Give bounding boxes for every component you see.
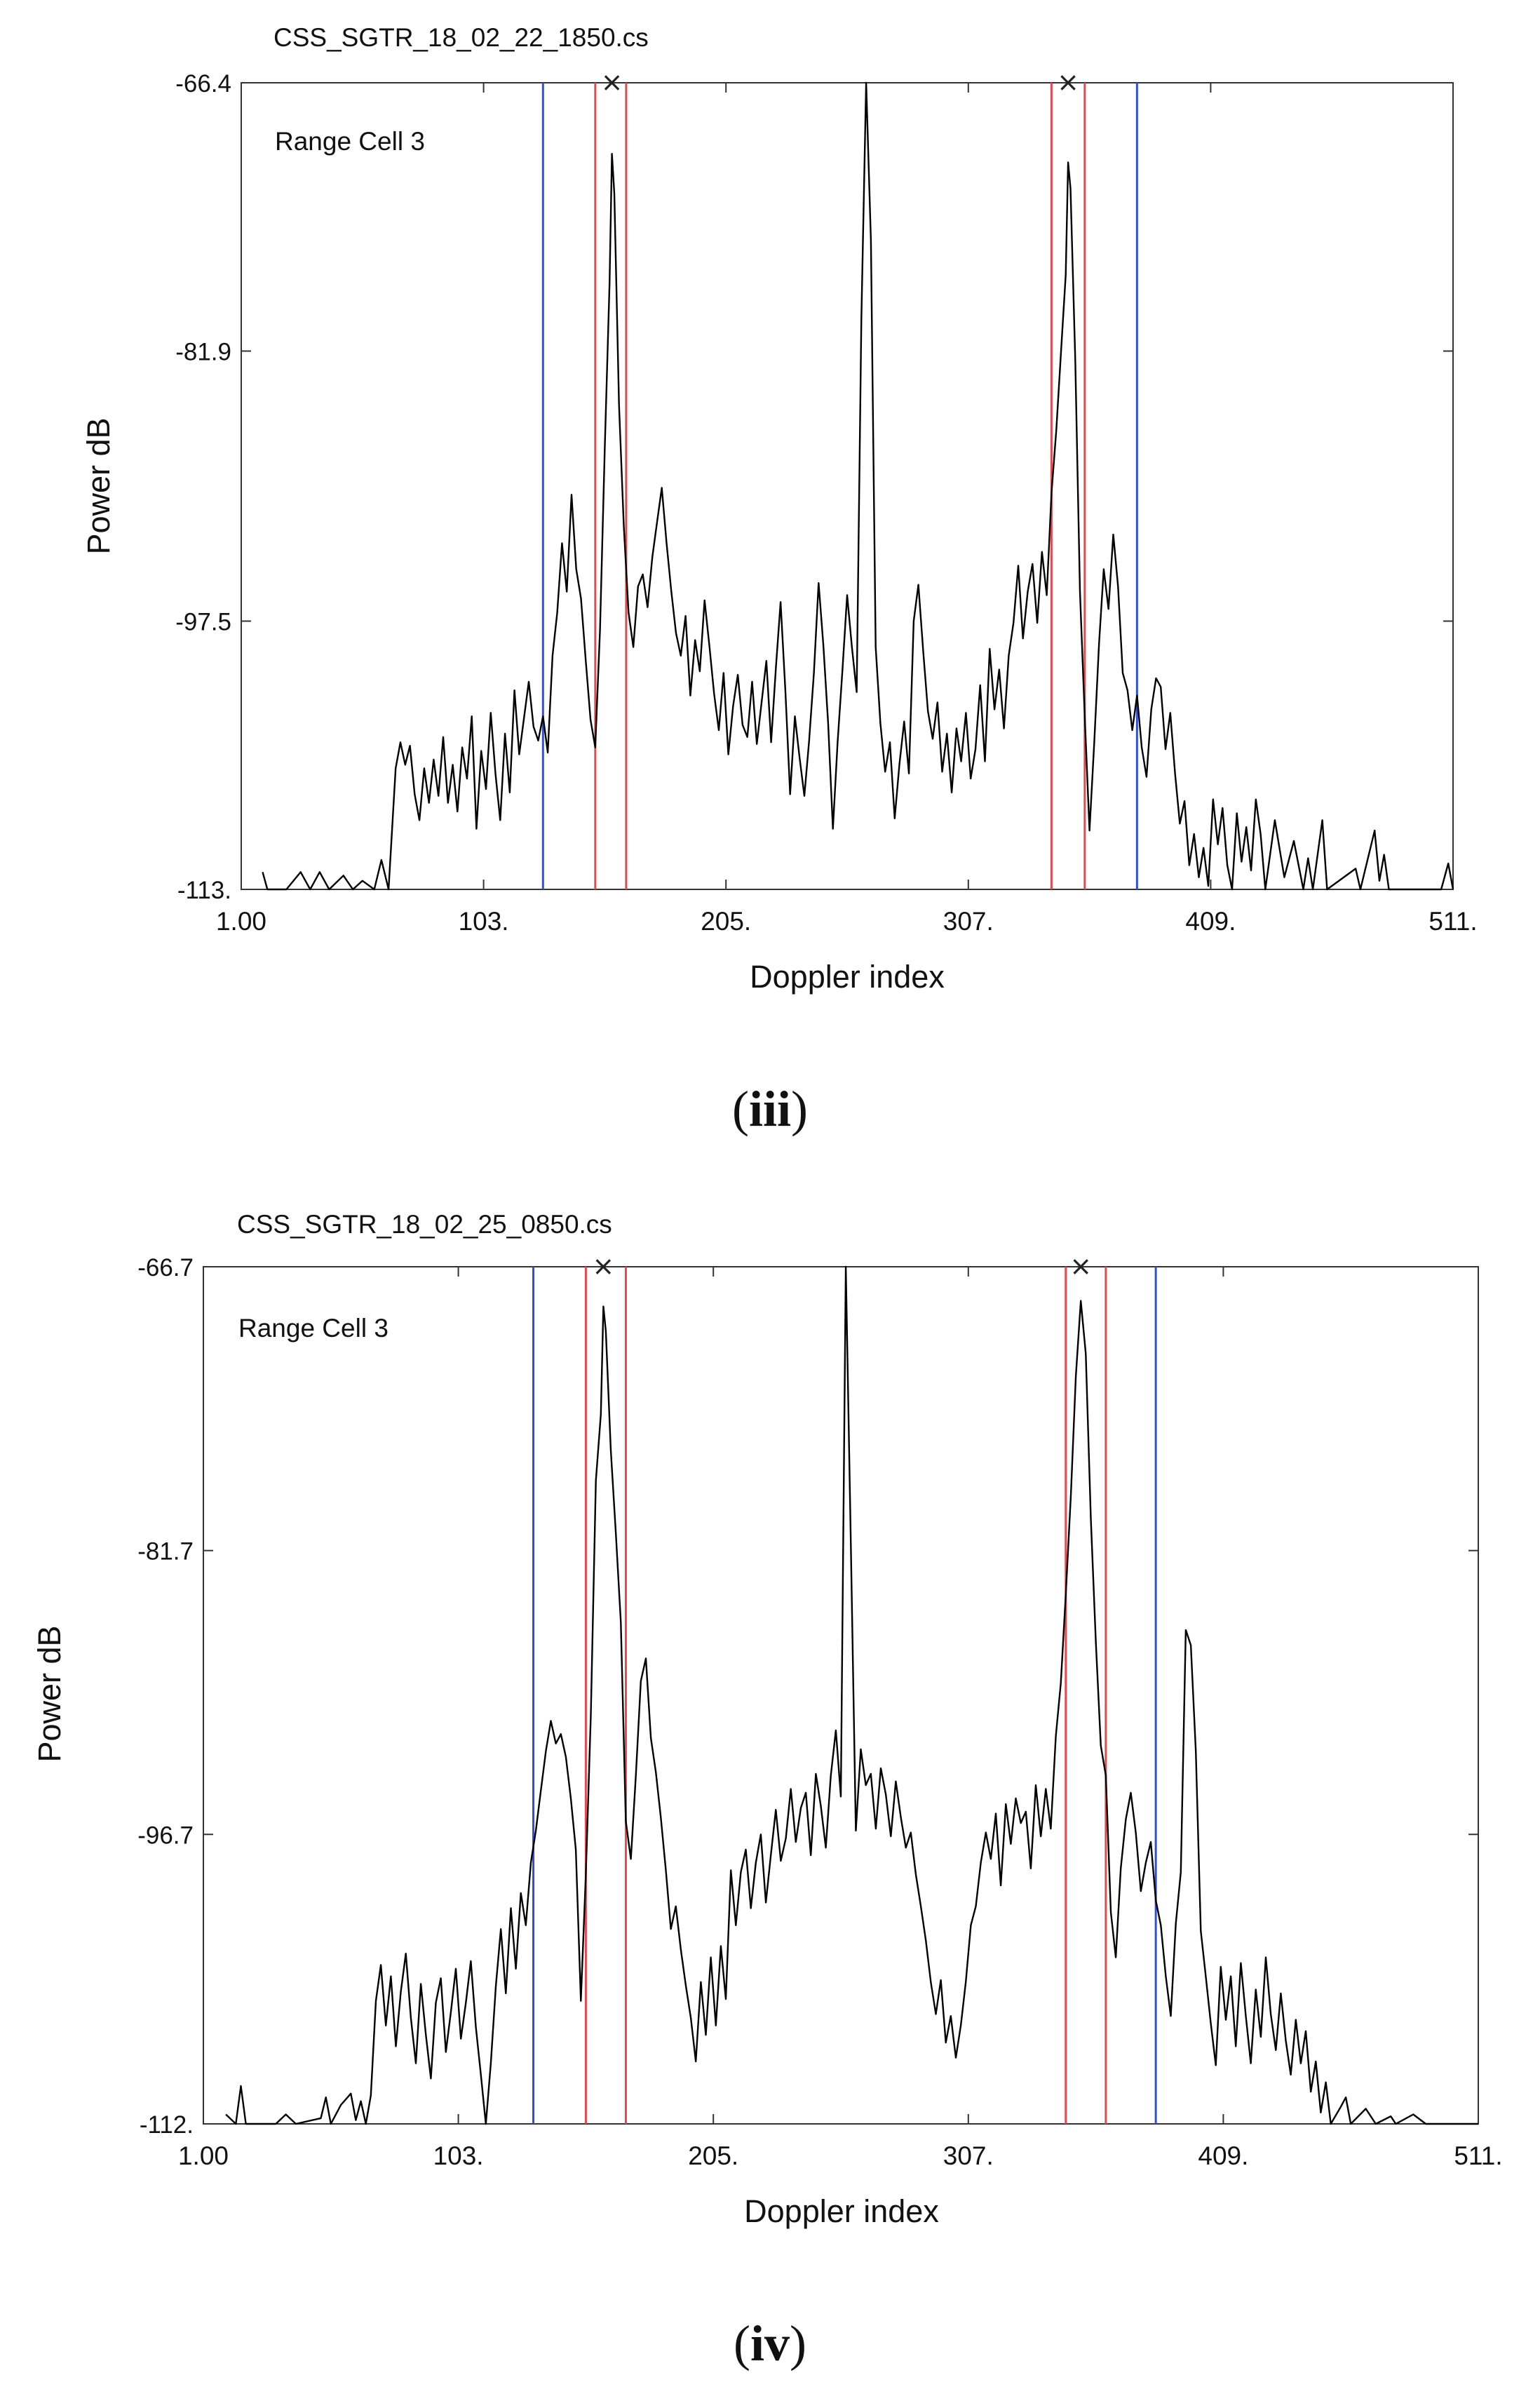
x-tick-label: 307. — [943, 2141, 994, 2170]
peak-marker: × — [1069, 1251, 1092, 1281]
x-tick-label: 205. — [701, 907, 751, 936]
x-tick-label: 1.00 — [178, 2141, 229, 2170]
plot-frame — [203, 1266, 1479, 2125]
y-axis: -66.4 -81.9 -97.5 -113. — [175, 70, 1453, 904]
y-axis-label: Power dB — [81, 417, 116, 554]
panel-caption-iii: (iii) — [732, 1081, 808, 1137]
x-tick-label: 205. — [688, 2141, 738, 2170]
y-tick-label: -97.5 — [175, 608, 231, 635]
y-tick-label: -113. — [177, 877, 231, 904]
x-tick-label: 307. — [943, 907, 994, 936]
x-tick-label: 409. — [1185, 907, 1236, 936]
peak-marker: × — [592, 1251, 614, 1281]
peak-markers: × × — [601, 67, 1079, 97]
x-axis-label: Doppler index — [750, 959, 945, 995]
y-tick-label: -112. — [140, 2111, 194, 2139]
panel-caption-iv: (iv) — [734, 2315, 806, 2371]
chart-title: CSS_SGTR_18_02_22_1850.cs — [273, 23, 649, 52]
chart-title: CSS_SGTR_18_02_25_0850.cs — [237, 1210, 612, 1239]
power-spectrum-line — [262, 81, 1454, 891]
panel-caption-label: iv — [750, 2315, 790, 2371]
y-tick-label: -66.7 — [137, 1254, 194, 1281]
y-axis-label: Power dB — [32, 1625, 67, 1762]
y-tick-label: -81.7 — [137, 1538, 194, 1566]
plot-frame — [241, 82, 1454, 890]
panel-caption-label: iii — [748, 1081, 791, 1137]
y-tick-label: -81.9 — [175, 339, 231, 366]
band-lines — [532, 1267, 1157, 2124]
power-spectrum-line — [225, 1265, 1478, 2125]
y-tick-label: -66.4 — [175, 70, 231, 97]
x-axis-label: Doppler index — [744, 2193, 939, 2229]
x-tick-label: 103. — [433, 2141, 484, 2170]
x-tick-label: 103. — [459, 907, 509, 936]
x-tick-label: 511. — [1428, 907, 1477, 936]
chart-panel-iii: CSS_SGTR_18_02_22_1850.cs Range Cell 3 -… — [81, 23, 1478, 995]
x-tick-label: 1.00 — [216, 907, 266, 936]
peak-marker: × — [1057, 67, 1079, 97]
x-tick-label: 511. — [1454, 2141, 1502, 2170]
peak-markers: × × — [592, 1251, 1092, 1281]
x-axis: 1.00 103. 205. 307. 409. 511. — [216, 83, 1478, 936]
band-lines — [541, 83, 1138, 889]
y-axis: -66.7 -81.7 -96.7 -112. — [137, 1254, 1478, 2139]
range-cell-annotation: Range Cell 3 — [238, 1314, 389, 1343]
range-cell-annotation: Range Cell 3 — [275, 127, 425, 156]
y-tick-label: -96.7 — [137, 1822, 194, 1849]
chart-panel-iv: CSS_SGTR_18_02_25_0850.cs Range Cell 3 -… — [32, 1210, 1503, 2229]
peak-marker: × — [601, 67, 623, 97]
x-axis: 1.00 103. 205. 307. 409. 511. — [178, 1267, 1503, 2170]
x-tick-label: 409. — [1198, 2141, 1248, 2170]
